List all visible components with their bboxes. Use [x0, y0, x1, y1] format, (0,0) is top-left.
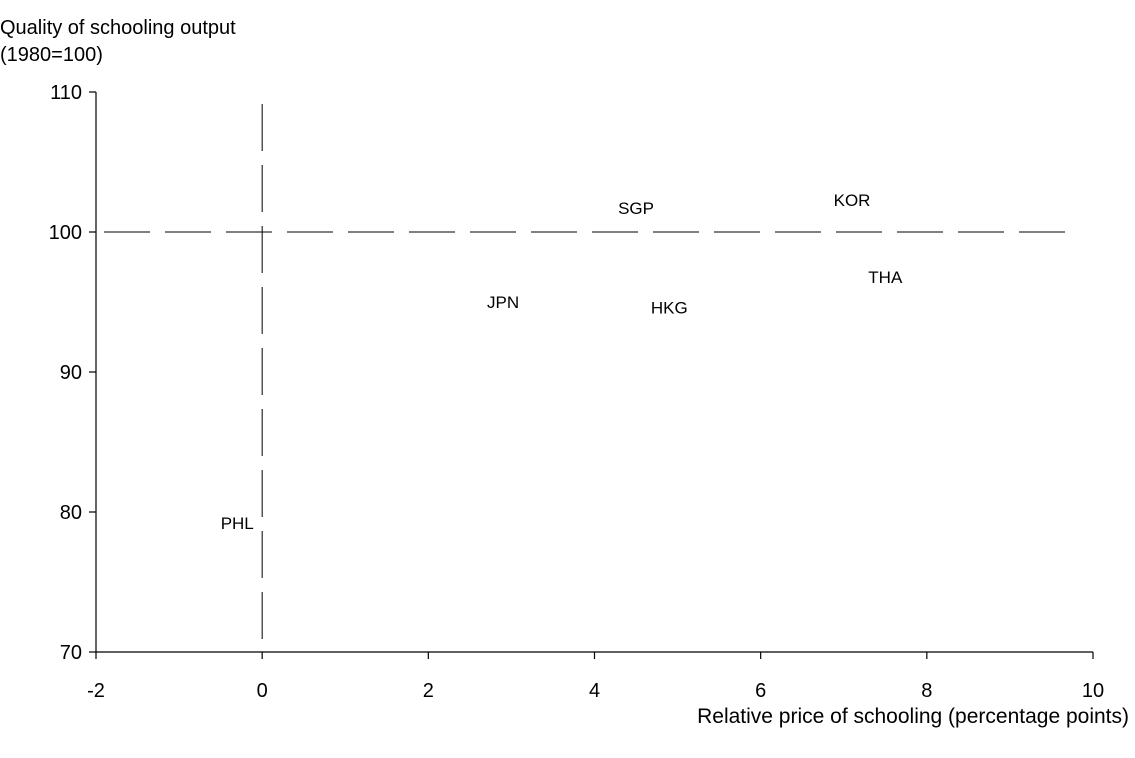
data-point-label: THA: [868, 268, 903, 287]
x-axis-label: Relative price of schooling (percentage …: [697, 705, 1129, 728]
y-axis-label-line-1: Quality of schooling output: [0, 17, 236, 39]
x-tick-label: 10: [1082, 680, 1104, 702]
axes: 70 80 90 100 110 -2 0 2 4 6 8 10: [49, 82, 1105, 702]
y-tick-label: 100: [49, 222, 82, 244]
y-tick-label: 70: [60, 642, 82, 664]
x-tick-label: 0: [257, 680, 268, 702]
x-tick-label: 8: [921, 680, 932, 702]
reference-lines: [104, 104, 1072, 652]
y-axis-label-line-2: (1980=100): [0, 44, 103, 66]
y-tick-label: 110: [50, 82, 82, 104]
data-point-label: SGP: [618, 199, 654, 218]
data-point-label: PHL: [221, 514, 254, 533]
x-tick-label: 6: [755, 680, 766, 702]
data-point-label: JPN: [487, 293, 519, 312]
y-tick-label: 90: [60, 362, 82, 384]
data-point-label: KOR: [834, 191, 871, 210]
x-tick-label: 2: [423, 680, 434, 702]
x-tick-label: -2: [87, 680, 105, 702]
data-points: SGP KOR THA JPN HKG PHL: [221, 191, 903, 533]
data-point-label: HKG: [651, 299, 688, 318]
x-tick-label: 4: [589, 680, 600, 702]
y-tick-label: 80: [60, 502, 82, 524]
